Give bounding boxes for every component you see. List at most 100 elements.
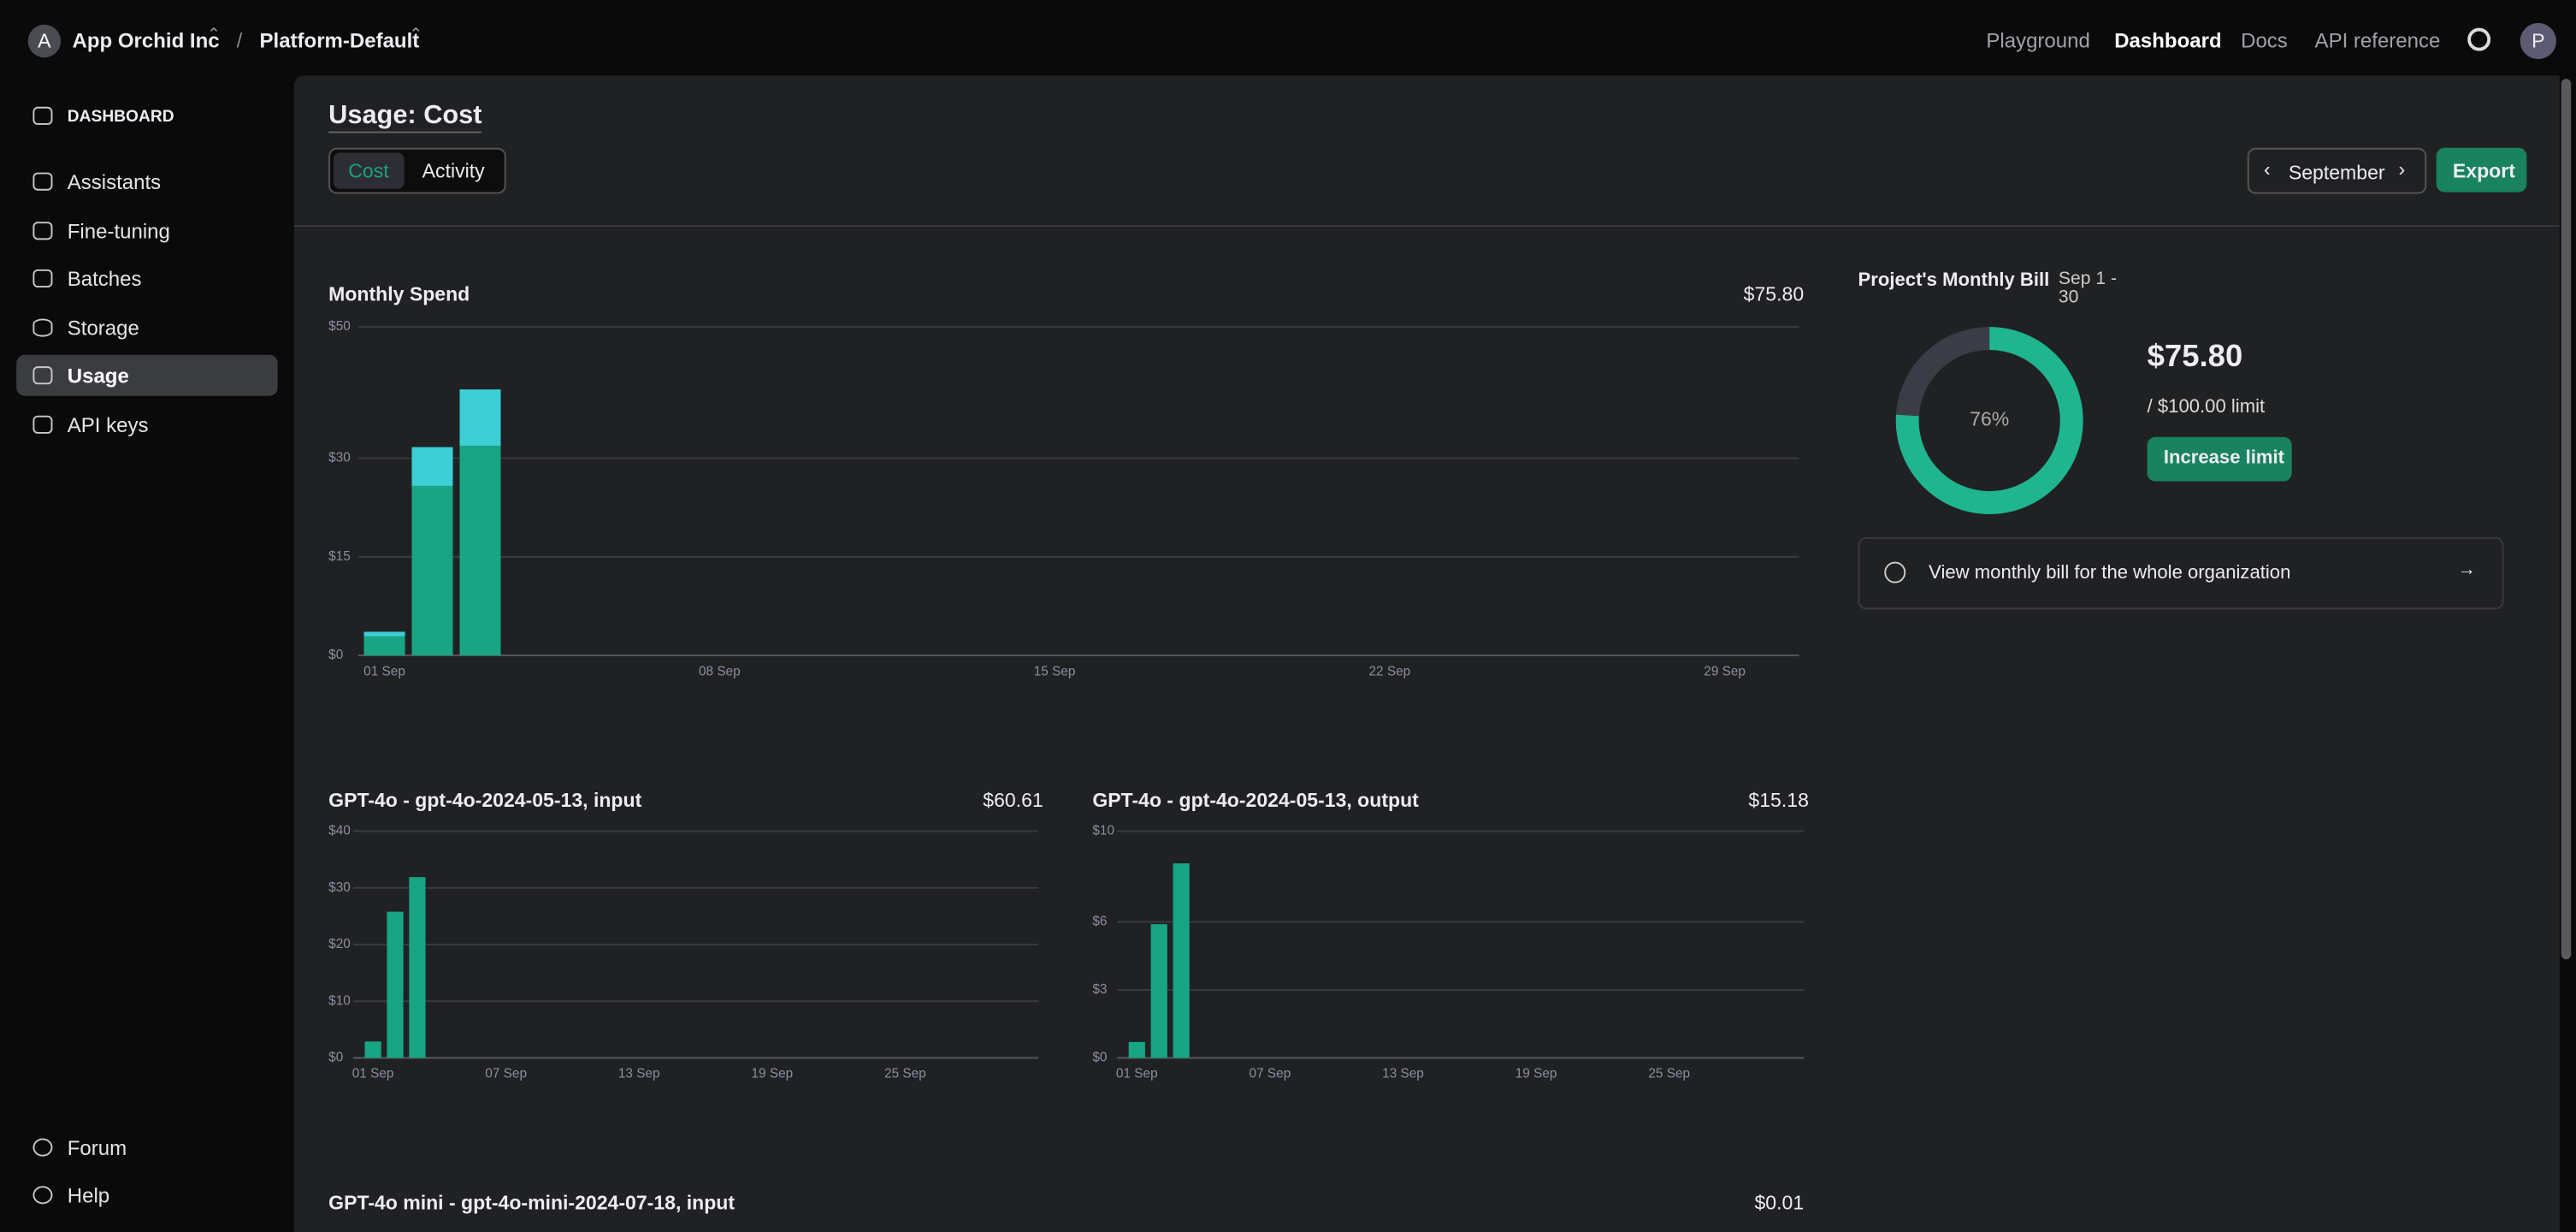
nav-link[interactable]: Playground xyxy=(1986,29,2090,53)
bar xyxy=(459,389,501,447)
chart-title: GPT-4o mini - gpt-4o-mini-2024-07-18, in… xyxy=(328,1191,735,1213)
scrollbar xyxy=(2561,79,2572,960)
y-tick-label: $0 xyxy=(328,648,343,662)
sidebar-item[interactable]: Storage xyxy=(67,317,139,341)
month: September xyxy=(2288,161,2385,185)
next-month[interactable]: › xyxy=(2398,157,2406,181)
bill-limit: / $100.00 limit xyxy=(2147,397,2266,418)
x-tick-label: 22 Sep xyxy=(1369,664,1411,678)
bar xyxy=(1173,863,1190,1058)
bar xyxy=(411,447,453,486)
chart-title: GPT-4o - gpt-4o-2024-05-13, input xyxy=(328,789,641,811)
org-bill-text: View monthly bill for the whole organiza… xyxy=(1929,563,2291,583)
sidebar-section: DASHBOARD xyxy=(67,108,174,127)
x-tick-label: 01 Sep xyxy=(352,1067,394,1081)
increase-button[interactable] xyxy=(2147,436,2292,482)
org-initial: A xyxy=(38,29,51,53)
bar xyxy=(409,877,426,1058)
increase-label: Increase limit xyxy=(2163,448,2285,469)
user-avatar[interactable] xyxy=(2520,22,2556,60)
x-tick-label: 01 Sep xyxy=(363,664,405,678)
sidebar-icon xyxy=(32,1186,53,1205)
nav-link[interactable]: API reference xyxy=(2314,29,2441,53)
x-tick-label: 13 Sep xyxy=(1382,1067,1424,1081)
project-name[interactable]: Platform-Default xyxy=(259,29,420,53)
x-tick-label: 01 Sep xyxy=(1116,1067,1158,1081)
y-tick-label: $30 xyxy=(328,451,351,465)
y-tick-label: $10 xyxy=(1092,824,1114,838)
page-title: Usage: Cost xyxy=(328,102,482,133)
bill-amount: $75.80 xyxy=(2147,340,2243,375)
sidebar-icon xyxy=(32,318,53,337)
chart-total: $60.61 xyxy=(983,789,1043,811)
bar xyxy=(364,1041,381,1058)
sidebar-icon xyxy=(32,269,53,287)
divider xyxy=(293,225,2560,227)
y-tick-label: $6 xyxy=(1092,915,1107,929)
chart-title: GPT-4o - gpt-4o-2024-05-13, output xyxy=(1092,789,1419,811)
bar xyxy=(363,631,405,637)
arrow-icon: → xyxy=(2457,560,2476,580)
nav-link[interactable]: Docs xyxy=(2241,29,2288,53)
tab[interactable]: Activity xyxy=(422,159,485,183)
main-panel xyxy=(293,75,2560,1232)
sidebar-item[interactable]: Fine-tuning xyxy=(67,220,170,244)
org-avatar[interactable] xyxy=(27,24,62,58)
org-bill-link[interactable] xyxy=(1858,536,2504,610)
chevron: ⌃ xyxy=(409,26,423,44)
sidebar-item[interactable]: Usage xyxy=(67,364,129,388)
export-label: Export xyxy=(2452,159,2515,183)
tab[interactable]: Cost xyxy=(348,159,389,183)
bar xyxy=(387,911,404,1058)
bill-title: Project's Monthly Bill xyxy=(1858,270,2050,291)
org-name[interactable]: App Orchid Inc xyxy=(72,29,220,53)
sidebar-icon xyxy=(32,1138,53,1157)
sidebar-item[interactable]: Batches xyxy=(67,267,142,291)
y-tick-label: $3 xyxy=(1092,982,1107,997)
bar xyxy=(1150,924,1167,1058)
x-tick-label: 13 Sep xyxy=(618,1067,660,1081)
chart-total: $0.01 xyxy=(1754,1191,1804,1213)
x-tick-label: 29 Sep xyxy=(1704,664,1746,678)
settings-icon[interactable] xyxy=(2467,27,2491,51)
y-tick-label: $15 xyxy=(328,549,351,564)
y-tick-label: $10 xyxy=(328,993,351,1008)
sidebar-item[interactable]: Assistants xyxy=(67,170,162,194)
x-tick-label: 19 Sep xyxy=(1515,1067,1557,1081)
bar xyxy=(363,636,405,656)
x-tick-label: 19 Sep xyxy=(751,1067,793,1081)
y-tick-label: $50 xyxy=(328,319,351,334)
sidebar-item[interactable]: API keys xyxy=(67,413,149,437)
bill-period: Sep 1 - 30 xyxy=(2058,269,2118,308)
x-tick-label: 25 Sep xyxy=(884,1067,926,1081)
tab-active xyxy=(333,152,405,189)
separator: / xyxy=(236,29,243,53)
bar xyxy=(1128,1041,1145,1058)
gauge-label: 76% xyxy=(1970,408,2009,430)
export-button[interactable] xyxy=(2436,147,2527,192)
x-tick-label: 15 Sep xyxy=(1034,664,1076,678)
sidebar-item[interactable]: Help xyxy=(67,1184,110,1208)
info-icon xyxy=(1884,561,1906,583)
x-tick-label: 07 Sep xyxy=(485,1067,527,1081)
month-picker[interactable] xyxy=(2247,147,2427,194)
y-tick-label: $0 xyxy=(1092,1051,1107,1065)
y-tick-label: $40 xyxy=(328,824,351,838)
user-initial: P xyxy=(2532,29,2545,53)
x-tick-label: 25 Sep xyxy=(1648,1067,1690,1081)
sidebar-icon xyxy=(32,222,53,240)
chevron: ⌃ xyxy=(207,26,222,44)
active-item xyxy=(16,354,278,396)
bar xyxy=(411,485,453,656)
bar xyxy=(459,446,501,656)
chart-title: Monthly Spend xyxy=(328,283,470,305)
sidebar-icon xyxy=(32,106,53,125)
y-tick-label: $20 xyxy=(328,937,351,951)
nav-link[interactable]: Dashboard xyxy=(2114,29,2222,53)
sidebar-icon xyxy=(32,172,53,191)
prev-month[interactable]: ‹ xyxy=(2264,157,2271,181)
y-tick-label: $30 xyxy=(328,880,351,895)
sidebar-item[interactable]: Forum xyxy=(67,1136,127,1160)
x-tick-label: 08 Sep xyxy=(699,664,741,678)
